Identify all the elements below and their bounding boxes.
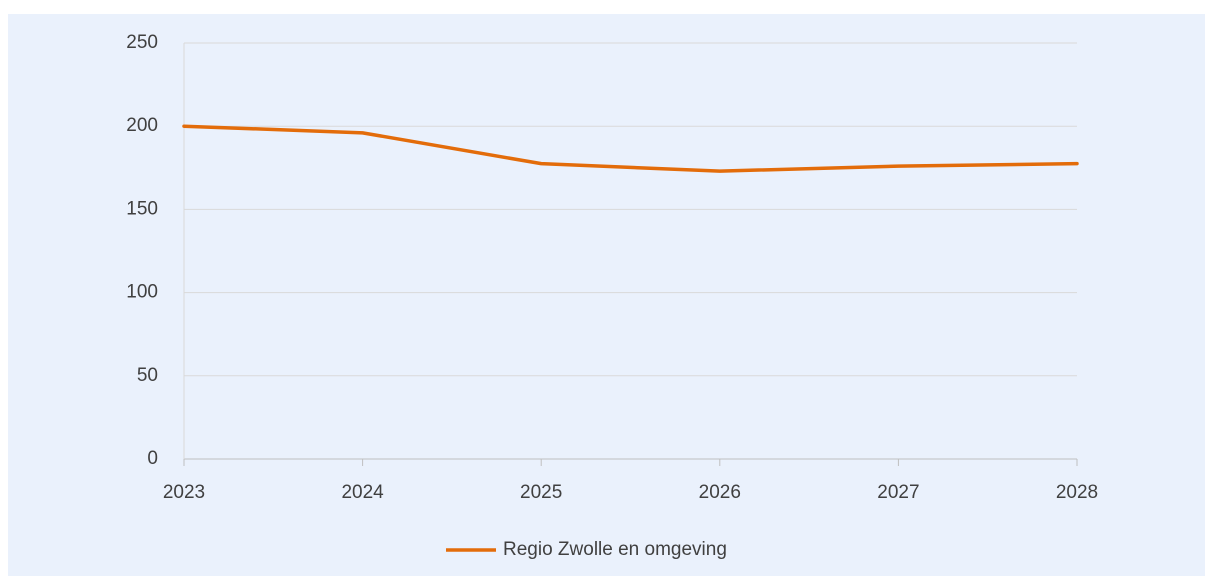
x-tick-label: 2028 bbox=[1056, 482, 1098, 503]
legend-label: Regio Zwolle en omgeving bbox=[503, 539, 727, 560]
x-tick-label: 2027 bbox=[877, 482, 919, 503]
chart-background bbox=[8, 14, 1205, 576]
x-tick-label: 2023 bbox=[163, 482, 205, 503]
y-tick-label: 100 bbox=[126, 282, 158, 303]
y-tick-label: 50 bbox=[137, 365, 158, 386]
y-tick-label: 0 bbox=[147, 448, 158, 469]
y-tick-label: 150 bbox=[126, 198, 158, 219]
y-tick-label: 250 bbox=[126, 32, 158, 53]
x-tick-label: 2024 bbox=[341, 482, 384, 503]
y-tick-label: 200 bbox=[126, 115, 158, 136]
x-tick-label: 2025 bbox=[520, 482, 562, 503]
x-tick-label: 2026 bbox=[699, 482, 741, 503]
series-line bbox=[182, 124, 1079, 173]
